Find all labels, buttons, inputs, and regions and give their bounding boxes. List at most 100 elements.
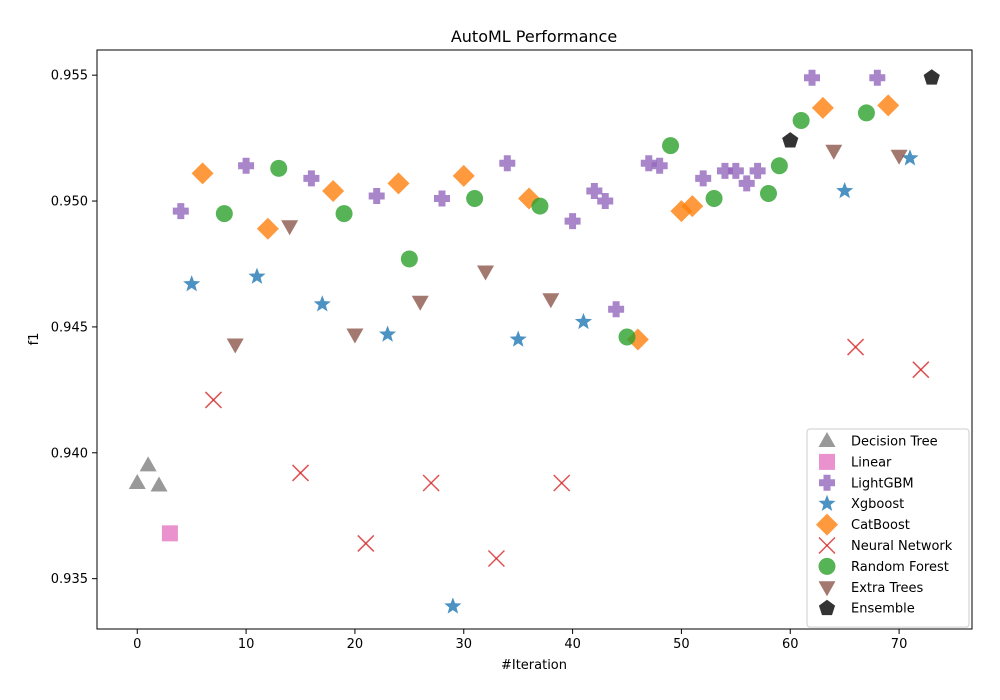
data-point-random-forest [662, 137, 680, 155]
data-point-random-forest [400, 250, 418, 268]
legend-item-neural-network: Neural Network [818, 536, 953, 555]
y-tick-label: 0.940 [51, 446, 88, 461]
data-point-xgboost [379, 325, 397, 342]
data-point-neural-network [847, 338, 865, 356]
x-tick-label: 0 [133, 637, 141, 652]
chart-title: AutoML Performance [451, 27, 617, 46]
y-tick-label: 0.935 [51, 572, 88, 587]
legend-item-lightgbm: LightGBM [819, 474, 914, 491]
series-ensemble [782, 69, 940, 148]
x-tick-label: 30 [455, 637, 472, 652]
legend-label: Extra Trees [851, 581, 924, 596]
data-point-xgboost [574, 312, 593, 330]
legend-label: CatBoost [851, 518, 910, 533]
series-neural-network [204, 338, 930, 568]
data-point-neural-network [204, 391, 222, 409]
x-tick-label: 20 [347, 637, 364, 652]
data-point-ensemble [923, 69, 940, 85]
series-catboost [191, 94, 900, 351]
legend-item-linear: Linear [819, 453, 892, 470]
data-point-lightgbm [738, 175, 755, 192]
data-point-random-forest [857, 104, 875, 122]
series-xgboost [183, 149, 919, 614]
data-point-catboost [387, 172, 410, 195]
legend-label: Decision Tree [851, 435, 938, 450]
data-point-random-forest [759, 184, 777, 202]
data-point-neural-network [291, 464, 310, 482]
legend-marker-decision-tree [818, 432, 836, 447]
data-point-random-forest [705, 190, 723, 208]
data-point-lightgbm [172, 203, 189, 220]
legend-marker-random-forest [818, 557, 836, 575]
data-point-neural-network [487, 549, 505, 568]
legend-item-extra-trees: Extra Trees [818, 581, 924, 597]
legend-label: Neural Network [851, 539, 953, 554]
data-point-lightgbm [564, 213, 581, 230]
legend-marker-extra-trees [818, 581, 836, 597]
series-lightgbm [172, 69, 886, 318]
x-tick-label: 70 [891, 637, 908, 652]
data-point-neural-network [422, 474, 440, 492]
legend-item-decision-tree: Decision Tree [818, 432, 938, 450]
data-point-lightgbm [303, 170, 320, 187]
data-point-lightgbm [749, 162, 766, 179]
x-tick-label: 50 [673, 637, 690, 652]
data-point-random-forest [792, 111, 810, 129]
y-axis-label: f1 [27, 333, 42, 346]
data-point-lightgbm [597, 193, 614, 210]
legend-item-catboost: CatBoost [816, 513, 910, 536]
data-point-random-forest [215, 205, 233, 223]
data-point-extra-trees [411, 295, 429, 311]
data-point-xgboost [509, 330, 527, 347]
series-extra-trees [226, 144, 908, 354]
data-point-lightgbm [608, 301, 625, 318]
legend-item-random-forest: Random Forest [818, 557, 949, 575]
series-random-forest [215, 104, 875, 346]
legend-marker-catboost [816, 513, 838, 536]
data-point-extra-trees [542, 293, 560, 309]
data-point-decision-tree [139, 456, 157, 472]
legend-marker-linear [819, 453, 835, 470]
plot-area: 0 10 20 30 40 50 60 70 0.935 0.940 0.945 0.950 0.955 [51, 49, 973, 652]
data-point-lightgbm [433, 190, 450, 207]
x-tick-label: 10 [238, 637, 255, 652]
legend-marker-lightgbm [819, 474, 835, 491]
data-point-xgboost [313, 295, 331, 312]
x-axis-label: #Iteration [501, 658, 567, 673]
data-point-lightgbm [869, 69, 886, 86]
data-point-lightgbm [716, 162, 733, 179]
legend-marker-ensemble [818, 599, 836, 616]
data-point-lightgbm [804, 69, 821, 86]
legend-label: Xgboost [851, 497, 904, 512]
data-point-xgboost [183, 275, 201, 292]
data-point-extra-trees [825, 144, 843, 160]
series-linear [161, 525, 178, 542]
legend-label: Random Forest [851, 560, 949, 575]
data-point-ensemble [782, 132, 799, 148]
data-point-lightgbm [727, 162, 744, 179]
data-point-catboost [191, 162, 214, 185]
data-point-xgboost [901, 149, 919, 166]
legend-item-ensemble: Ensemble [818, 599, 915, 617]
data-point-catboost [322, 179, 345, 202]
data-point-xgboost [444, 597, 462, 614]
data-point-catboost [256, 217, 279, 240]
data-point-catboost [811, 96, 834, 119]
legend-item-xgboost: Xgboost [818, 494, 904, 512]
data-point-lightgbm [651, 157, 668, 174]
data-point-neural-network [912, 361, 930, 379]
data-point-catboost [681, 195, 704, 218]
data-point-lightgbm [640, 155, 657, 172]
legend-label: Ensemble [851, 602, 915, 617]
data-point-extra-trees [890, 149, 908, 165]
legend-marker-xgboost [818, 494, 836, 511]
data-point-catboost [877, 94, 900, 117]
data-point-random-forest [466, 190, 484, 208]
data-point-random-forest [531, 197, 549, 215]
data-point-xgboost [836, 181, 854, 199]
data-point-linear [161, 525, 178, 542]
data-point-random-forest [618, 328, 636, 346]
data-point-neural-network [553, 474, 571, 492]
data-point-neural-network [357, 534, 375, 552]
